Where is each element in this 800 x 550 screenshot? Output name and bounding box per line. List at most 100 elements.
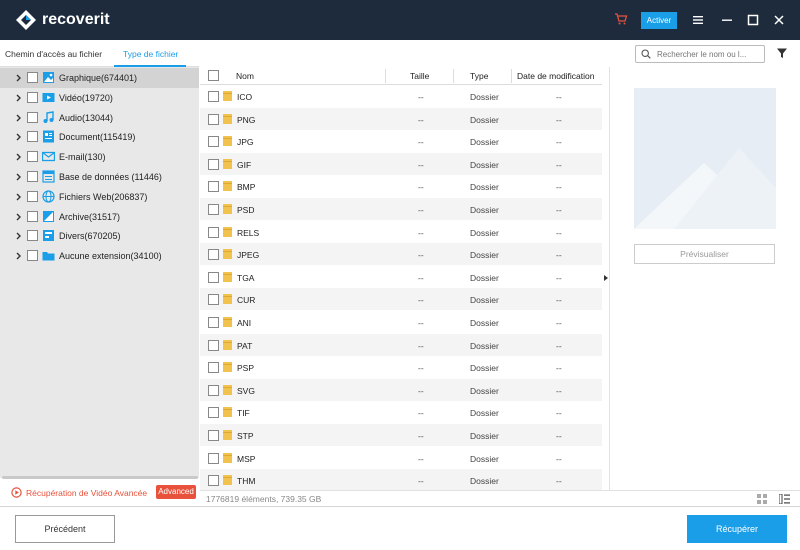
email-icon (42, 152, 55, 162)
chevron-right-icon[interactable] (16, 232, 21, 240)
chevron-right-icon[interactable] (16, 173, 21, 181)
previous-button[interactable]: Précédent (15, 515, 115, 543)
table-row[interactable]: JPG -- Dossier -- (200, 130, 602, 152)
row-checkbox[interactable] (208, 452, 219, 464)
chevron-right-icon[interactable] (16, 94, 21, 102)
chevron-right-icon[interactable] (16, 114, 21, 122)
table-row[interactable]: BMP -- Dossier -- (200, 175, 602, 197)
chevron-right-icon[interactable] (16, 74, 21, 82)
cart-icon[interactable] (614, 12, 628, 26)
table-row[interactable]: PNG -- Dossier -- (200, 107, 602, 130)
row-checkbox[interactable] (208, 226, 219, 238)
row-checkbox[interactable] (208, 475, 219, 487)
row-checkbox[interactable] (208, 249, 219, 261)
row-modified-date: -- (556, 453, 562, 464)
tree-item-checkbox[interactable] (27, 111, 38, 123)
tree-item-checkbox[interactable] (27, 171, 38, 182)
tree-item[interactable]: Fichiers Web(206837) (0, 187, 199, 207)
column-modified-date[interactable]: Date de modification (517, 71, 595, 81)
select-all-checkbox[interactable] (208, 70, 219, 81)
tree-item[interactable]: Document(115419) (0, 127, 199, 147)
tree-item[interactable]: Vidéo(19720) (0, 88, 199, 108)
row-name: THM (237, 476, 256, 487)
row-modified-date: -- (556, 295, 562, 306)
search-input[interactable] (657, 48, 761, 61)
tree-item-label: Fichiers Web(206837) (59, 191, 148, 202)
tab-file-path[interactable]: Chemin d'accès au fichier (5, 49, 103, 59)
minimize-icon[interactable] (721, 14, 733, 26)
tree-item-checkbox[interactable] (27, 151, 38, 163)
row-checkbox[interactable] (208, 317, 219, 328)
tree-item[interactable]: Audio(13044) (0, 108, 199, 128)
row-checkbox[interactable] (208, 384, 219, 396)
recover-button[interactable]: Récupérer (687, 515, 787, 543)
tree-item[interactable]: Graphique(674401) (0, 68, 199, 88)
grid-view-icon[interactable] (757, 494, 767, 504)
row-type: Dossier (470, 476, 499, 487)
column-type[interactable]: Type (470, 71, 489, 81)
folder-icon (223, 136, 232, 147)
table-row[interactable]: JPEG -- Dossier -- (200, 243, 602, 266)
menu-icon[interactable] (692, 14, 704, 26)
tree-item[interactable]: Divers(670205) (0, 226, 199, 246)
close-icon[interactable] (773, 14, 785, 26)
table-row[interactable]: PSP -- Dossier -- (200, 356, 602, 378)
column-size[interactable]: Taille (410, 71, 430, 81)
table-row[interactable]: PAT -- Dossier -- (200, 333, 602, 356)
tree-item[interactable]: Archive(31517) (0, 207, 199, 227)
row-checkbox[interactable] (208, 181, 219, 193)
column-name[interactable]: Nom (236, 71, 254, 81)
tree-item[interactable]: E-mail(130) (0, 147, 199, 167)
collapse-preview-icon[interactable] (604, 275, 608, 281)
activate-button[interactable]: Activer (641, 12, 677, 29)
chevron-right-icon[interactable] (16, 133, 21, 141)
tab-file-type[interactable]: Type de fichier (123, 49, 179, 59)
chevron-right-icon[interactable] (16, 193, 21, 201)
preview-button[interactable]: Prévisualiser (634, 244, 775, 264)
table-row[interactable]: SVG -- Dossier -- (200, 378, 602, 401)
table-row[interactable]: CUR -- Dossier -- (200, 288, 602, 311)
chevron-right-icon[interactable] (16, 213, 21, 221)
tree-item-checkbox[interactable] (27, 91, 38, 103)
chevron-right-icon[interactable] (16, 153, 21, 161)
tree-item-checkbox[interactable] (27, 190, 38, 202)
table-row[interactable]: ANI -- Dossier -- (200, 311, 602, 333)
row-checkbox[interactable] (208, 91, 219, 102)
table-row[interactable]: TIF -- Dossier -- (200, 401, 602, 423)
maximize-icon[interactable] (747, 14, 759, 26)
chevron-right-icon[interactable] (16, 252, 21, 260)
table-row[interactable]: MSP -- Dossier -- (200, 447, 602, 469)
row-checkbox[interactable] (208, 158, 219, 170)
tree-item[interactable]: Base de données (11446) (0, 167, 199, 187)
row-checkbox[interactable] (208, 113, 219, 125)
filter-icon[interactable] (776, 47, 788, 59)
tree-item-checkbox[interactable] (27, 72, 38, 83)
row-checkbox[interactable] (208, 430, 219, 441)
tree-item[interactable]: Aucune extension(34100) (0, 246, 199, 266)
tree-item-checkbox[interactable] (27, 250, 38, 262)
list-view-icon[interactable] (779, 494, 790, 504)
bottom-bar: Précédent Récupérer (0, 506, 800, 550)
tree-item-checkbox[interactable] (27, 131, 38, 143)
row-checkbox[interactable] (208, 339, 219, 351)
row-checkbox[interactable] (208, 362, 219, 374)
tree-item-checkbox[interactable] (27, 210, 38, 222)
row-checkbox[interactable] (208, 271, 219, 283)
table-row[interactable]: PSD -- Dossier -- (200, 198, 602, 220)
row-checkbox[interactable] (208, 407, 219, 419)
table-row[interactable]: THM -- Dossier -- (200, 469, 602, 490)
row-checkbox[interactable] (208, 294, 219, 306)
title-bar: recoverit Activer (0, 0, 800, 40)
row-checkbox[interactable] (208, 136, 219, 148)
horizontal-scrollbar[interactable] (2, 476, 198, 479)
table-row[interactable]: TGA -- Dossier -- (200, 266, 602, 288)
table-row[interactable]: ICO -- Dossier -- (200, 85, 602, 107)
table-row[interactable]: GIF -- Dossier -- (200, 152, 602, 175)
table-row[interactable]: STP -- Dossier -- (200, 424, 602, 446)
table-row[interactable]: RELS -- Dossier -- (200, 221, 602, 243)
row-name: PSD (237, 205, 255, 215)
row-type: Dossier (470, 114, 499, 125)
row-checkbox[interactable] (208, 204, 219, 215)
advanced-video-recovery[interactable]: Récupération de Vidéo Avancée Advanced (0, 482, 199, 504)
tree-item-checkbox[interactable] (27, 230, 38, 242)
